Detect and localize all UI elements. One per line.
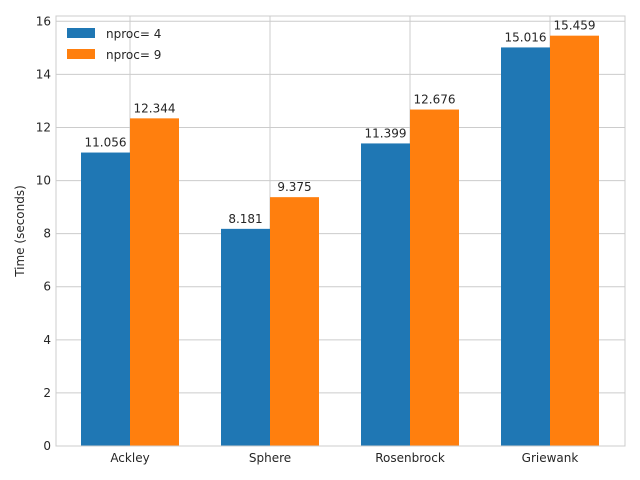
legend-label: nproc= 9 [106, 48, 161, 62]
legend-label: nproc= 4 [106, 27, 161, 41]
x-tick-label: Griewank [522, 451, 579, 465]
bar [270, 197, 319, 446]
x-tick-label: Sphere [249, 451, 291, 465]
data-label: 11.399 [365, 126, 407, 140]
bar [550, 35, 599, 446]
plot-frame [55, 15, 626, 447]
bar [130, 118, 179, 446]
data-labels: 11.056 12.344 8.181 9.375 11.399 12.676 15.016… [85, 19, 596, 226]
data-label: 8.181 [228, 212, 262, 226]
data-label: 12.344 [134, 101, 176, 115]
legend-swatch [67, 49, 95, 59]
x-axis-ticks: Ackley Sphere Rosenbrock Griewank [110, 451, 578, 465]
bars [81, 35, 599, 447]
bar [501, 47, 550, 447]
y-tick-label: 2 [43, 386, 51, 400]
y-tick-label: 8 [43, 227, 51, 241]
y-axis-label: Time (seconds) [13, 185, 27, 278]
data-label: 11.056 [85, 136, 127, 150]
data-label: 12.676 [414, 93, 456, 107]
y-tick-label: 16 [36, 14, 51, 28]
bar [361, 143, 410, 446]
data-label: 9.375 [277, 180, 311, 194]
legend: nproc= 4 nproc= 9 [67, 27, 161, 62]
y-tick-label: 10 [36, 174, 51, 188]
data-label: 15.016 [505, 30, 547, 44]
y-tick-label: 0 [43, 439, 51, 453]
x-tick-label: Ackley [110, 451, 149, 465]
y-tick-label: 4 [43, 333, 51, 347]
y-tick-label: 12 [36, 120, 51, 134]
bar [221, 228, 270, 446]
bar [410, 109, 459, 446]
y-tick-label: 6 [43, 280, 51, 294]
bar [81, 152, 130, 446]
data-label: 15.459 [554, 19, 596, 33]
y-tick-label: 14 [36, 67, 51, 81]
x-tick-label: Rosenbrock [375, 451, 445, 465]
legend-swatch [67, 28, 95, 38]
y-axis-ticks: 0 2 4 6 8 10 12 14 16 [36, 14, 51, 453]
